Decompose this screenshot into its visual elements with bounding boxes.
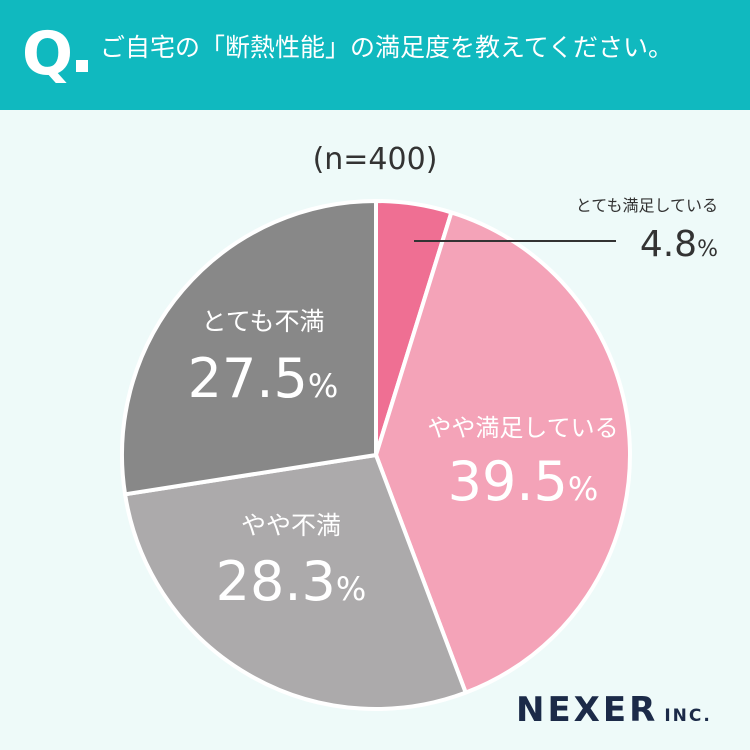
slice-value-4: 27.5% bbox=[188, 347, 339, 410]
brand-suffix: INC. bbox=[664, 706, 712, 726]
pie-slice-2 bbox=[374, 210, 632, 695]
brand-logo: NEXER INC. bbox=[516, 690, 712, 730]
question-header: Q ご自宅の「断熱性能」の満足度を教えてください。 bbox=[0, 0, 750, 110]
slice-label-1: とても満足している bbox=[576, 196, 718, 215]
q-dot bbox=[76, 60, 88, 72]
pie-slice-4 bbox=[120, 199, 378, 497]
question-text: ご自宅の「断熱性能」の満足度を教えてください。 bbox=[100, 33, 674, 62]
slice-value-2: 39.5% bbox=[448, 450, 599, 513]
slice-label-2: やや満足している bbox=[427, 414, 618, 442]
sample-size: (n=400) bbox=[312, 142, 438, 177]
pie-slice-3 bbox=[123, 453, 468, 711]
slice-label-3: やや不満 bbox=[241, 511, 341, 540]
brand-name: NEXER bbox=[516, 690, 659, 730]
slice-value-3: 28.3% bbox=[216, 550, 367, 613]
slice-label-4: とても不満 bbox=[201, 307, 324, 336]
slice-value-1: 4.8% bbox=[640, 224, 718, 265]
q-mark: Q bbox=[22, 19, 74, 89]
